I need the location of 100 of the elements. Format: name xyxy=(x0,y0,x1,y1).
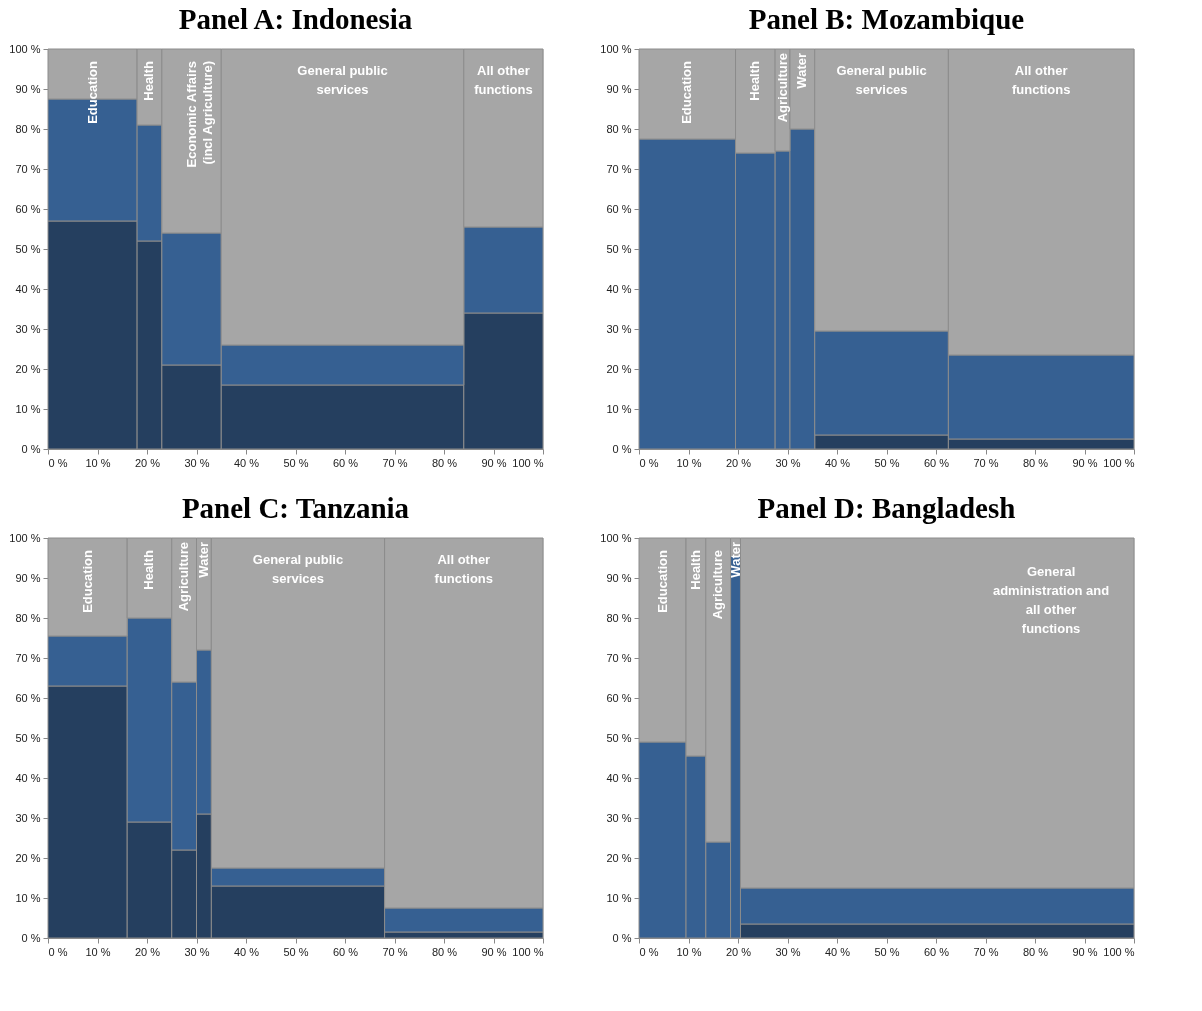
x-tick-label: 80 % xyxy=(1022,456,1049,469)
annotation: Water xyxy=(727,542,743,578)
y-tick-label: 100 % xyxy=(9,531,41,544)
y-tick-label: 90 % xyxy=(606,82,632,95)
y-tick-label: 60 % xyxy=(15,202,41,215)
chart-title: Panel B: Mozambique xyxy=(748,3,1025,35)
x-tick-label: 20 % xyxy=(725,945,752,958)
x-tick-label: 30 % xyxy=(775,945,801,958)
x-tick-label: 50 % xyxy=(874,456,900,469)
y-tick-label: 80 % xyxy=(15,611,41,624)
annotation: General administration and all other functions xyxy=(992,564,1110,636)
x-tick-label: 60 % xyxy=(332,945,359,958)
x-tick-label: 20 % xyxy=(134,945,161,958)
x-tick-label: 10 % xyxy=(85,945,111,958)
y-tick-label: 30 % xyxy=(15,811,41,824)
annotation: Health xyxy=(141,549,157,590)
y-tick-label: 40 % xyxy=(606,282,632,295)
y-tick-label: 70 % xyxy=(15,162,41,175)
x-tick-label: 80 % xyxy=(431,945,458,958)
y-tick-label: 20 % xyxy=(606,851,632,864)
annotation: All other functions xyxy=(1011,63,1071,97)
x-tick-label: 50 % xyxy=(874,945,900,958)
x-tick-label: 20 % xyxy=(134,456,161,469)
x-tick-label: 80 % xyxy=(1022,945,1049,958)
annotation: Agriculture xyxy=(774,53,790,123)
x-tick-label: 40 % xyxy=(233,456,260,469)
x-tick-label: 90 % xyxy=(481,945,507,958)
x-tick-label: 30 % xyxy=(775,456,801,469)
x-tick-label: 70 % xyxy=(382,945,408,958)
x-tick-label: 0 % xyxy=(48,945,68,958)
y-tick-label: 0 % xyxy=(612,931,632,944)
x-tick-label: 40 % xyxy=(824,945,851,958)
y-tick-label: 40 % xyxy=(15,771,41,784)
x-tick-label: 60 % xyxy=(332,456,359,469)
y-tick-label: 10 % xyxy=(606,402,632,415)
x-tick-label: 0 % xyxy=(639,945,659,958)
x-tick-label: 0 % xyxy=(639,456,659,469)
annotation: Education xyxy=(79,549,95,613)
y-tick-label: 60 % xyxy=(606,691,632,704)
y-tick-label: 90 % xyxy=(15,82,41,95)
x-tick-label: 100 % xyxy=(512,945,544,958)
annotation: General public services xyxy=(297,63,388,97)
x-tick-label: 30 % xyxy=(184,945,210,958)
annotation: General public services xyxy=(252,552,344,586)
annotation: Education xyxy=(679,60,695,124)
annotation: Water xyxy=(794,53,810,89)
y-tick-label: 70 % xyxy=(15,651,41,664)
x-tick-label: 0 % xyxy=(48,456,68,469)
y-tick-label: 50 % xyxy=(606,242,632,255)
x-tick-label: 10 % xyxy=(676,945,702,958)
y-tick-label: 0 % xyxy=(612,442,632,455)
x-tick-label: 90 % xyxy=(481,456,507,469)
x-tick-label: 10 % xyxy=(85,456,111,469)
y-tick-label: 100 % xyxy=(600,531,632,544)
annotation: Education xyxy=(84,60,100,124)
chart-title: Panel C: Tanzania xyxy=(181,492,410,524)
x-tick-label: 90 % xyxy=(1072,945,1098,958)
y-tick-label: 70 % xyxy=(606,162,632,175)
y-tick-label: 40 % xyxy=(606,771,632,784)
y-tick-label: 80 % xyxy=(606,611,632,624)
annotation: Agriculture xyxy=(176,542,192,612)
y-tick-label: 60 % xyxy=(15,691,41,704)
x-tick-label: 20 % xyxy=(725,456,752,469)
y-tick-label: 90 % xyxy=(15,571,41,584)
chart-title: Panel D: Bangladesh xyxy=(757,492,1016,524)
annotation: Water xyxy=(195,542,211,578)
y-tick-label: 100 % xyxy=(9,42,41,55)
y-tick-label: 10 % xyxy=(606,891,632,904)
annotation: All other functions xyxy=(434,552,494,586)
x-tick-label: 50 % xyxy=(283,945,309,958)
x-tick-label: 70 % xyxy=(382,456,408,469)
annotation: All other functions xyxy=(474,63,533,97)
y-tick-label: 20 % xyxy=(15,851,41,864)
y-tick-label: 60 % xyxy=(606,202,632,215)
y-tick-label: 0 % xyxy=(21,442,41,455)
annotation: Education xyxy=(654,549,670,613)
x-tick-label: 50 % xyxy=(283,456,309,469)
annotation: Health xyxy=(747,60,763,101)
y-tick-label: 80 % xyxy=(15,122,41,135)
x-tick-label: 10 % xyxy=(676,456,702,469)
x-tick-label: 40 % xyxy=(233,945,260,958)
y-tick-label: 50 % xyxy=(15,731,41,744)
x-tick-label: 100 % xyxy=(512,456,544,469)
annotation: Health xyxy=(687,549,703,590)
x-tick-label: 100 % xyxy=(1103,456,1135,469)
x-tick-label: 80 % xyxy=(431,456,458,469)
annotation: Agriculture xyxy=(710,550,726,620)
y-tick-label: 0 % xyxy=(21,931,41,944)
annotation: Economic Affairs (incl Agriculture) xyxy=(183,61,215,168)
x-tick-label: 30 % xyxy=(184,456,210,469)
y-tick-label: 100 % xyxy=(600,42,632,55)
y-tick-label: 20 % xyxy=(15,362,41,375)
y-tick-label: 90 % xyxy=(606,571,632,584)
y-tick-label: 20 % xyxy=(606,362,632,375)
y-tick-label: 30 % xyxy=(606,322,632,335)
y-tick-label: 50 % xyxy=(606,731,632,744)
x-tick-label: 70 % xyxy=(973,945,999,958)
annotation: Health xyxy=(141,60,157,101)
y-tick-label: 10 % xyxy=(15,402,41,415)
x-tick-label: 100 % xyxy=(1103,945,1135,958)
